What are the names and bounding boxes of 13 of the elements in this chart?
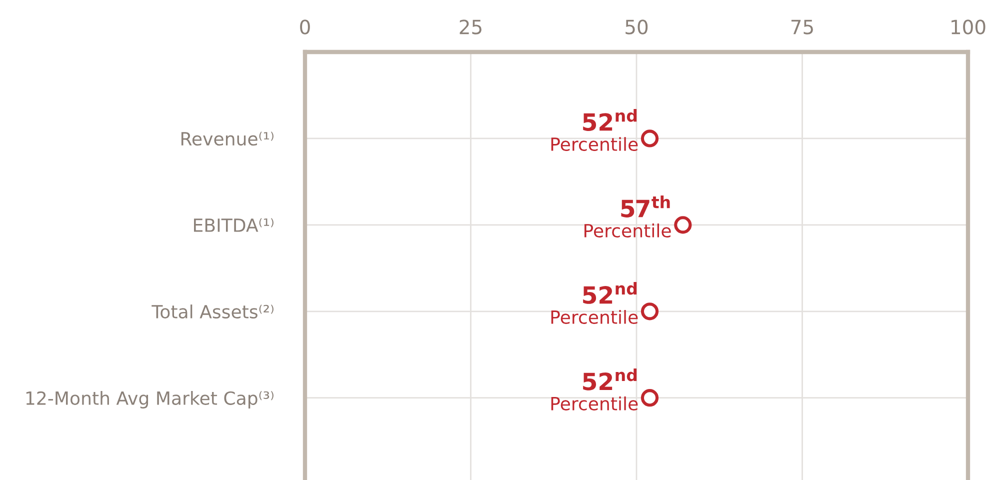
- y-tick-label: Revenue⁽¹⁾: [181, 132, 274, 146]
- y-tick-label: EBITDA⁽¹⁾: [194, 218, 274, 232]
- x-tick-label: 75: [791, 20, 813, 34]
- x-tick-label: 50: [626, 20, 648, 34]
- x-tick-label: 25: [460, 20, 482, 34]
- data-label: 57$^{th}$ Percentile: [584, 196, 671, 238]
- data-label: 52$^{nd}$ Percentile: [551, 368, 638, 410]
- data-label: 52$^{nd}$ Percentile: [551, 282, 638, 324]
- data-label: 52$^{nd}$ Percentile: [551, 109, 638, 152]
- x-tick-label: 100: [952, 20, 986, 34]
- y-tick-label: 12-Month Avg Market Cap⁽³⁾: [26, 391, 274, 408]
- y-tick-label: Total Assets⁽²⁾: [152, 304, 274, 319]
- x-tick-label: 0: [300, 20, 310, 34]
